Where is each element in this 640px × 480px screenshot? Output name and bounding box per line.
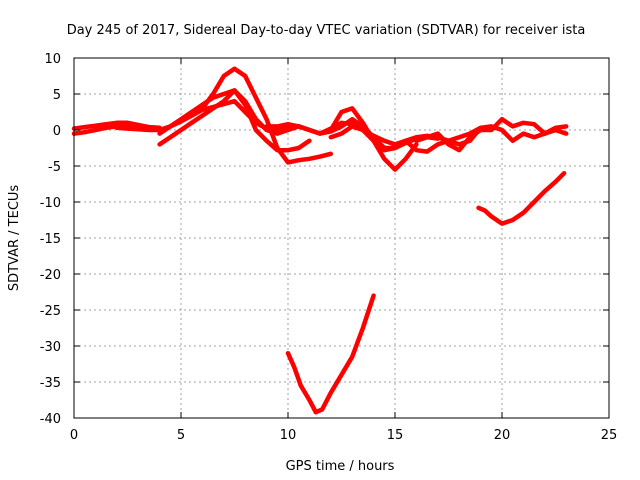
- grid: [74, 58, 609, 418]
- y-tick-label: -15: [40, 232, 61, 247]
- x-tick-label: 25: [601, 428, 618, 443]
- series-line-sat-12: [476, 170, 567, 226]
- y-tick-label: -10: [40, 196, 61, 211]
- chart-title: Day 245 of 2017, Sidereal Day-to-day VTE…: [67, 23, 586, 38]
- y-tick-labels: 10 5 0 -5 -10 -15 -20 -25 -30 -35 -40: [40, 52, 61, 427]
- series-line-sat-6: [200, 66, 334, 165]
- y-tick-label: -40: [40, 412, 61, 427]
- y-tick-label: -5: [48, 160, 61, 175]
- series-line-sat-1: [71, 120, 162, 131]
- series-line-sat-11: [414, 116, 569, 153]
- x-tick-label: 0: [70, 428, 78, 443]
- x-tick-label: 20: [494, 428, 511, 443]
- series-line-sat-5: [157, 88, 312, 153]
- x-tick-labels: 0 5 10 15 20 25: [70, 428, 617, 443]
- ticks: [73, 57, 610, 419]
- series-layer: [71, 66, 569, 415]
- y-tick-label: -30: [40, 340, 61, 355]
- y-tick-label: 5: [53, 88, 61, 103]
- y-tick-label: -20: [40, 268, 61, 283]
- x-tick-label: 5: [177, 428, 185, 443]
- series-line-sat-2: [71, 123, 141, 136]
- x-axis-label: GPS time / hours: [286, 459, 395, 474]
- y-tick-label: -25: [40, 304, 61, 319]
- y-axis-label: SDTVAR / TECUs: [7, 185, 22, 292]
- y-tick-label: -35: [40, 376, 61, 391]
- y-tick-label: 0: [53, 124, 61, 139]
- x-tick-label: 15: [387, 428, 404, 443]
- y-tick-label: 10: [44, 52, 61, 67]
- series-line-sat-13: [285, 293, 376, 415]
- x-tick-label: 10: [280, 428, 297, 443]
